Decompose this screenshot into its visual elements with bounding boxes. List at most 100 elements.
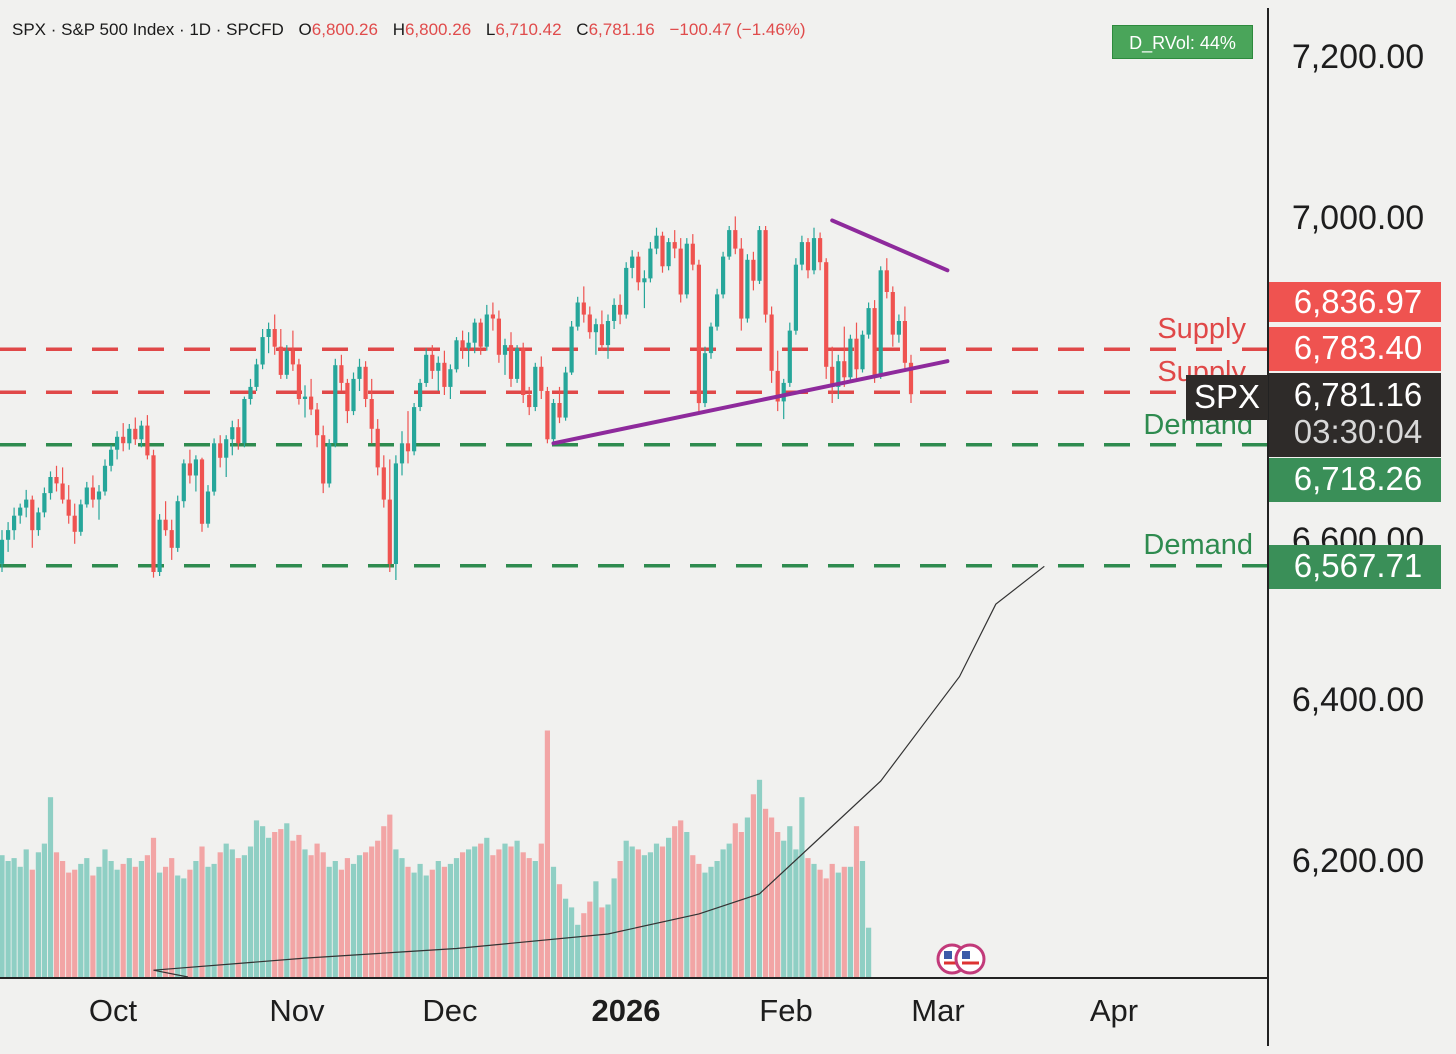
candle bbox=[527, 386, 532, 416]
candle-body bbox=[333, 365, 338, 444]
volume-bar bbox=[363, 852, 369, 977]
ohlc-legend[interactable]: SPX · S&P 500 Index · 1D · SPCFD O6,800.… bbox=[12, 20, 806, 40]
candle bbox=[205, 485, 211, 528]
volume-bar bbox=[23, 849, 29, 977]
volume-bar bbox=[411, 872, 417, 977]
candle-body bbox=[133, 428, 138, 440]
y-tick: 6,400.00 bbox=[1292, 681, 1424, 719]
candle bbox=[442, 350, 447, 395]
candle bbox=[224, 435, 229, 477]
candle-body bbox=[272, 329, 277, 347]
volume-bar bbox=[472, 846, 478, 977]
candle-body bbox=[254, 364, 259, 387]
candle-body bbox=[151, 455, 156, 572]
candle bbox=[696, 259, 701, 412]
volume-bar bbox=[787, 826, 793, 977]
candle bbox=[151, 449, 156, 578]
candle bbox=[381, 455, 386, 508]
flag-canton bbox=[944, 951, 952, 959]
candle-body bbox=[836, 361, 841, 387]
candle-body bbox=[84, 487, 89, 505]
volume-bar bbox=[356, 855, 363, 977]
volume-bar bbox=[732, 823, 738, 977]
candle bbox=[345, 378, 350, 424]
plot-area[interactable] bbox=[0, 0, 1268, 978]
candle bbox=[533, 362, 538, 412]
volume-bar bbox=[120, 863, 126, 977]
candle-body bbox=[248, 386, 253, 399]
volume-bar bbox=[41, 843, 47, 977]
candle bbox=[727, 226, 732, 260]
candle bbox=[515, 345, 520, 383]
volume-bar bbox=[817, 869, 823, 977]
candle bbox=[430, 345, 435, 379]
candle bbox=[412, 403, 417, 456]
candle bbox=[811, 227, 817, 275]
volume-bar bbox=[429, 869, 435, 977]
candle bbox=[187, 449, 192, 484]
price-tag-bg bbox=[1269, 282, 1441, 322]
candle bbox=[824, 258, 829, 379]
candle-body bbox=[163, 519, 168, 531]
candle-body bbox=[60, 483, 65, 500]
candle bbox=[399, 431, 405, 476]
candle bbox=[866, 302, 871, 339]
candle bbox=[90, 475, 95, 508]
current-price-tag[interactable]: SPX 6,781.16 03:30:04 bbox=[1186, 373, 1441, 457]
volume-bar bbox=[466, 849, 472, 977]
volume-bar bbox=[169, 858, 175, 977]
candle bbox=[248, 378, 253, 405]
volume-bar bbox=[29, 869, 35, 977]
candle bbox=[818, 232, 823, 271]
volume-bar bbox=[478, 843, 484, 977]
candle bbox=[557, 386, 562, 424]
volume-bar bbox=[423, 875, 429, 977]
candle-body bbox=[424, 354, 429, 383]
event-flags[interactable] bbox=[936, 943, 986, 975]
candle-body bbox=[0, 539, 5, 564]
volume-bar bbox=[720, 849, 726, 977]
y-tick: 7,200.00 bbox=[1292, 38, 1424, 76]
volume-bar bbox=[666, 837, 672, 977]
trendline-upper bbox=[830, 218, 950, 273]
candle-body bbox=[448, 369, 453, 387]
trendlines bbox=[551, 218, 950, 446]
volume-bar bbox=[344, 858, 350, 977]
candle bbox=[666, 238, 671, 271]
candle bbox=[757, 226, 762, 284]
candle bbox=[793, 258, 798, 335]
candle bbox=[436, 356, 441, 391]
candle-body bbox=[745, 259, 750, 319]
candle-body bbox=[218, 443, 223, 458]
price-axis[interactable]: 7,200.00 7,000.00 6,600.00 6,400.00 6,20… bbox=[1292, 38, 1424, 880]
candle-body bbox=[478, 322, 483, 347]
candle-body bbox=[436, 362, 441, 371]
volume-bar bbox=[387, 814, 393, 977]
y-tick: 6,200.00 bbox=[1292, 842, 1424, 880]
candle bbox=[339, 354, 344, 391]
close-value: 6,781.16 bbox=[588, 20, 655, 39]
symbol-info[interactable]: SPX · S&P 500 Index · 1D · SPCFD bbox=[12, 20, 284, 39]
y-tick: 7,000.00 bbox=[1292, 199, 1424, 237]
candle bbox=[36, 507, 41, 536]
volume-bar bbox=[708, 866, 714, 977]
candle-body bbox=[181, 463, 186, 502]
candle-body bbox=[78, 504, 83, 532]
volume-bar bbox=[453, 858, 460, 977]
candle-body bbox=[860, 334, 865, 370]
volume-bar bbox=[223, 843, 229, 977]
candle bbox=[284, 345, 289, 379]
volume-bar bbox=[181, 878, 187, 977]
rvol-indicator-badge[interactable]: D_RVol: 44% bbox=[1112, 25, 1253, 59]
candle-body bbox=[169, 530, 174, 548]
time-axis[interactable]: Oct Nov Dec 2026 Feb Mar Apr bbox=[89, 993, 1138, 1028]
x-tick: Feb bbox=[759, 993, 812, 1028]
candle bbox=[478, 318, 483, 355]
candle-body bbox=[684, 243, 689, 295]
volume-bar bbox=[823, 878, 829, 977]
volume-bar bbox=[308, 855, 314, 977]
candle bbox=[387, 459, 392, 572]
volume-bar bbox=[526, 858, 532, 977]
